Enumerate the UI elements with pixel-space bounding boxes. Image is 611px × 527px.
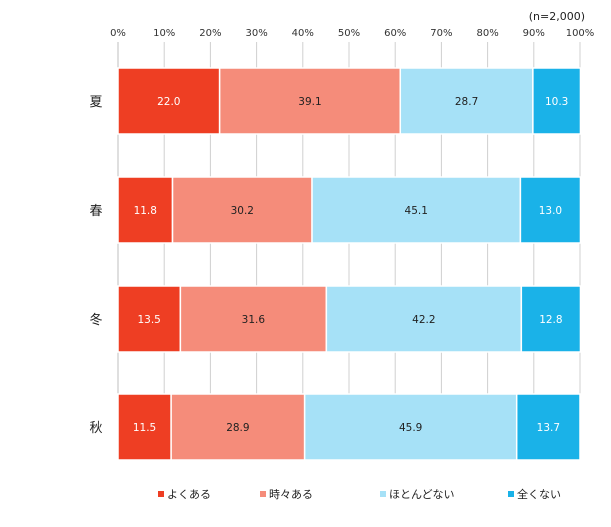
bar-segment xyxy=(515,393,581,461)
bar-segment xyxy=(399,67,534,135)
legend-label: よくある xyxy=(167,488,211,501)
data-label: 10.3 xyxy=(545,96,568,108)
data-label: 28.9 xyxy=(226,422,249,434)
x-tick-label: 70% xyxy=(430,28,452,39)
category-label: 夏 xyxy=(89,95,102,110)
bar-segment xyxy=(179,285,328,353)
data-label: 30.2 xyxy=(231,205,254,217)
category-label: 冬 xyxy=(89,312,102,328)
legend: よくある 時々ある ほとんどない 全くない xyxy=(158,487,561,501)
bar-segment xyxy=(311,176,522,244)
bar-segment xyxy=(519,176,582,244)
data-label: 13.0 xyxy=(539,205,562,217)
bar-segment xyxy=(171,176,313,244)
x-tick-label: 0% xyxy=(110,28,126,39)
legend-swatch xyxy=(380,491,386,497)
data-label: 11.8 xyxy=(134,205,157,217)
data-label: 45.9 xyxy=(399,422,422,434)
x-tick-label: 20% xyxy=(199,28,221,39)
data-label: 28.7 xyxy=(455,96,478,108)
x-tick-label: 100% xyxy=(566,28,595,39)
data-label: 13.7 xyxy=(537,422,560,434)
legend-swatch xyxy=(260,491,266,497)
bar-segment xyxy=(303,393,518,461)
legend-swatch xyxy=(158,491,164,497)
legend-label: ほとんどない xyxy=(389,488,454,501)
legend-swatch xyxy=(508,491,514,497)
data-label: 42.2 xyxy=(412,314,435,326)
bar-segment xyxy=(117,176,174,244)
category-label: 春 xyxy=(89,204,102,219)
x-axis-ticks: 0% 10% 20% 30% 40% 50% 60% 70% 80% 90% 100% xyxy=(110,28,594,39)
category-label: 秋 xyxy=(89,421,102,436)
x-tick-label: 50% xyxy=(338,28,360,39)
bar-segment xyxy=(117,67,221,135)
bar-segment xyxy=(325,285,523,353)
legend-label: 時々ある xyxy=(269,488,313,501)
data-label: 45.1 xyxy=(405,205,428,217)
x-tick-label: 30% xyxy=(245,28,267,39)
data-label: 12.8 xyxy=(539,314,562,326)
x-tick-label: 90% xyxy=(523,28,545,39)
data-label: 39.1 xyxy=(298,96,321,108)
x-tick-label: 80% xyxy=(476,28,498,39)
data-label: 31.6 xyxy=(242,314,266,326)
x-tick-label: 60% xyxy=(384,28,406,39)
x-tick-label: 40% xyxy=(292,28,314,39)
x-tick-label: 10% xyxy=(153,28,175,39)
bar-segment xyxy=(117,285,182,353)
legend-label: 全くない xyxy=(517,487,561,501)
bar-segment xyxy=(532,67,582,135)
sample-size-note: (n=2,000) xyxy=(529,10,585,23)
bar-segment xyxy=(218,67,402,135)
data-label: 13.5 xyxy=(137,314,160,326)
bar-segment xyxy=(520,285,582,353)
bars: 22.0 39.1 28.7 10.3 11.8 30.2 45.1 13.0 13.5 31.6… xyxy=(117,67,582,461)
data-label: 11.5 xyxy=(133,422,156,434)
data-label: 22.0 xyxy=(157,96,180,108)
